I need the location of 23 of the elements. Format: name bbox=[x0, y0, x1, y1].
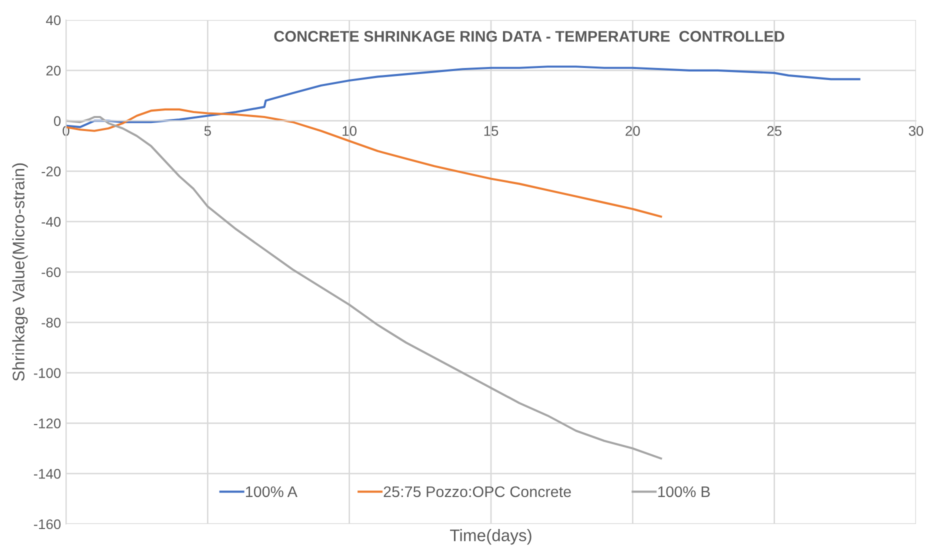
y-axis-title: Shrinkage Value(Micro-strain) bbox=[12, 163, 28, 381]
y-tick-label: -120 bbox=[34, 418, 61, 428]
legend-label: 100% B bbox=[658, 486, 710, 498]
x-tick-label: 25 bbox=[767, 126, 782, 136]
y-tick-label: -80 bbox=[42, 318, 61, 328]
x-tick-label: 20 bbox=[626, 126, 640, 136]
x-tick-label: 5 bbox=[204, 126, 211, 136]
x-tick-label: 15 bbox=[484, 126, 498, 136]
y-tick-label: -60 bbox=[42, 267, 61, 278]
x-tick-label: 30 bbox=[908, 126, 924, 136]
y-tick-label: -100 bbox=[34, 368, 61, 378]
y-tick-label: -40 bbox=[42, 216, 61, 227]
y-tick-label: -20 bbox=[42, 166, 61, 176]
x-tick-label: 10 bbox=[342, 126, 357, 136]
y-tick-label: 0 bbox=[54, 116, 61, 126]
y-tick-label: 40 bbox=[46, 15, 61, 26]
text: CONCRETE SHRINKAGE RING DATA - TEMPERATURE CONTROLLED bbox=[274, 30, 784, 42]
legend-label: 25:75 Pozzo:OPC Concrete bbox=[384, 486, 571, 498]
legend-label: 100% A bbox=[246, 486, 298, 498]
y-tick-label: -140 bbox=[34, 468, 61, 479]
x-axis-title: Time(days) bbox=[450, 529, 532, 545]
y-tick-label: -160 bbox=[34, 519, 61, 530]
y-tick-label: 20 bbox=[46, 66, 61, 76]
